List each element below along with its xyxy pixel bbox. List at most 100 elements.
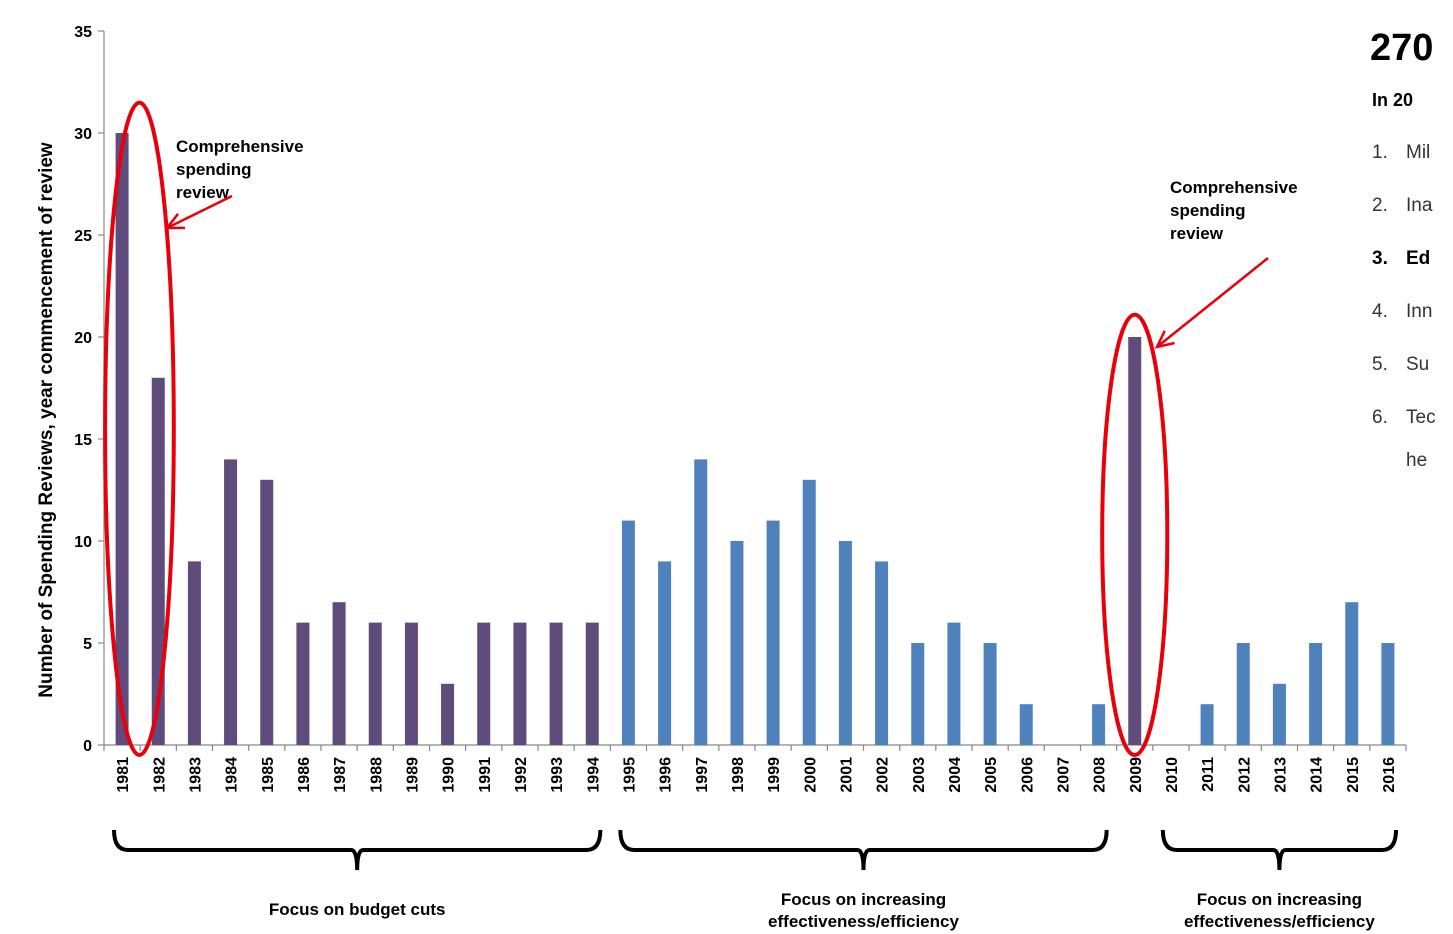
- period-label: effectiveness/efficiency: [768, 912, 959, 931]
- side-panel-item-number: 6.: [1372, 407, 1388, 428]
- side-panel-item: 6. Tec: [1372, 407, 1436, 428]
- bar-2014: [1309, 643, 1323, 745]
- period-label: effectiveness/efficiency: [1184, 912, 1375, 931]
- x-tick-label: 2015: [1345, 757, 1362, 793]
- bar-2009: [1128, 337, 1142, 745]
- bar-2005: [983, 643, 997, 745]
- x-tick-label: 2000: [802, 757, 819, 793]
- side-panel-item-number: 2.: [1372, 195, 1388, 216]
- x-tick-label: 1988: [368, 757, 385, 793]
- bar-1983: [187, 561, 201, 745]
- period-label: Focus on increasing: [781, 890, 946, 909]
- annotation-arrow-1981: [166, 194, 233, 230]
- x-tick-label: 1999: [766, 757, 783, 793]
- annotation-text-line: review: [176, 183, 230, 202]
- x-tick-label: 1983: [187, 757, 204, 793]
- x-tick-label: 2009: [1128, 757, 1145, 793]
- bar-2006: [1019, 704, 1033, 745]
- highlight-ellipse-1981: [103, 100, 176, 757]
- x-tick-label: 2010: [1164, 757, 1181, 793]
- period-label: Focus on budget cuts: [269, 900, 446, 919]
- bar-2004: [947, 622, 961, 745]
- side-panel-item-text: Su: [1406, 354, 1429, 375]
- x-tick-label: 1995: [621, 757, 638, 793]
- bar-1998: [730, 541, 744, 745]
- annotations: Comprehensive spending review Comprehensive…: [164, 137, 1298, 349]
- y-tick-label: 20: [74, 330, 92, 347]
- x-tick-label: 1998: [730, 757, 747, 793]
- x-tick-label: 2016: [1381, 757, 1398, 793]
- period-label: Focus on increasing: [1197, 890, 1362, 909]
- bar-1997: [694, 459, 708, 745]
- side-panel-item-number: 3.: [1372, 248, 1388, 269]
- bar-1982: [151, 377, 165, 745]
- bar-2008: [1092, 704, 1106, 745]
- x-tick-label: 1993: [549, 757, 566, 793]
- side-panel-title: 270: [1370, 27, 1433, 69]
- side-panel-item-text: Ina: [1406, 195, 1433, 216]
- bars: [115, 133, 1395, 745]
- x-tick-label: 2001: [838, 757, 855, 793]
- side-panel-item: 4. Inn: [1372, 301, 1432, 322]
- bar-1981: [115, 133, 129, 745]
- annotation-arrow-1981-head: [164, 213, 186, 230]
- bar-2011: [1200, 704, 1214, 745]
- bar-2013: [1272, 683, 1286, 745]
- y-tick-label: 35: [74, 24, 92, 41]
- side-panel-item-text: Mil: [1406, 142, 1430, 163]
- bar-1999: [766, 520, 780, 745]
- highlight-ellipse-2009: [1100, 312, 1170, 757]
- x-tick-label: 1985: [260, 757, 277, 793]
- side-panel-item: 3. Ed: [1372, 248, 1430, 269]
- period-brackets: Focus on budget cuts Focus on increasing e…: [112, 829, 1398, 931]
- x-tick-label: 2004: [947, 757, 964, 793]
- x-tick-label: 2012: [1236, 757, 1253, 793]
- bar-2012: [1236, 643, 1250, 745]
- x-tick-label: 1991: [477, 757, 494, 793]
- x-tick-label: 1992: [513, 757, 530, 793]
- bar-1986: [296, 622, 310, 745]
- side-panel-item-text: Inn: [1406, 301, 1432, 322]
- side-panel-continuation: he: [1406, 450, 1427, 471]
- bar-1996: [658, 561, 672, 745]
- x-tick-label: 2006: [1019, 757, 1036, 793]
- x-tick-label: 1986: [296, 757, 313, 793]
- side-panel-item: 1. Mil: [1372, 142, 1430, 163]
- annotation-arrow-2009: [1156, 257, 1269, 348]
- y-tick-label: 15: [74, 432, 92, 449]
- x-tick-label: 2007: [1055, 757, 1072, 793]
- bar-1985: [260, 479, 274, 745]
- bar-1994: [585, 622, 599, 745]
- axes: 0 5 10 15 20 25 30 35: [74, 24, 1407, 755]
- bar-1991: [477, 622, 491, 745]
- side-panel-item-number: 5.: [1372, 354, 1388, 375]
- annotation-arrow-2009-head: [1154, 330, 1175, 349]
- x-tick-label: 2008: [1092, 757, 1109, 793]
- bar-2001: [838, 541, 852, 745]
- bar-1990: [441, 683, 455, 745]
- bar-2002: [875, 561, 889, 745]
- x-tick-label: 1996: [658, 757, 675, 793]
- x-tick-label: 2014: [1309, 757, 1326, 793]
- bar-1989: [404, 622, 418, 745]
- bar-2016: [1381, 643, 1395, 745]
- bar-1995: [621, 520, 635, 745]
- y-tick-label: 5: [83, 636, 92, 653]
- side-panel-item: 5. Su: [1372, 354, 1429, 375]
- x-tick-label: 1989: [404, 757, 421, 793]
- bar-1988: [368, 622, 382, 745]
- annotation-text-line: Comprehensive: [1170, 178, 1298, 197]
- x-tick-labels: 1981 1982 1983 1984 1985 1986 1987 1988 1989 1990…: [115, 757, 1398, 793]
- x-tick-label: 2003: [911, 757, 928, 793]
- period-bracket: [112, 829, 603, 871]
- bar-2003: [911, 643, 925, 745]
- y-axis-label-group: Number of Spending Reviews, year commenc…: [36, 142, 57, 698]
- period-bracket: [1160, 829, 1398, 871]
- x-tick-label: 1981: [115, 757, 132, 793]
- bar-1993: [549, 622, 563, 745]
- side-panel-subtitle: In 20: [1372, 90, 1413, 110]
- x-tick-label: 1987: [332, 757, 349, 793]
- x-tick-label: 1997: [694, 757, 711, 793]
- x-tick-label: 2002: [875, 757, 892, 793]
